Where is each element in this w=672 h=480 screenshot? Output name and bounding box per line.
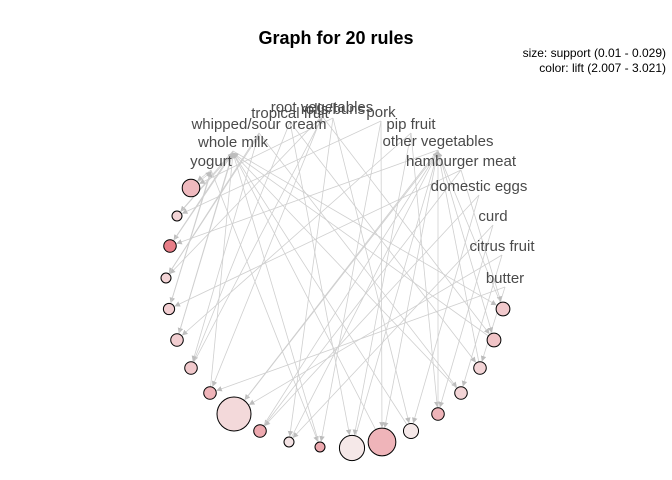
edge-rule-to-item [176, 152, 234, 217]
edge-item-to-rule [382, 149, 439, 428]
edge-item-to-rule [410, 132, 440, 408]
edge-rule-to-item [232, 152, 495, 341]
rule-node-13 [338, 434, 366, 462]
edge-item-to-rule [480, 286, 506, 362]
edge-item-to-rule [180, 150, 234, 212]
edge-rule-to-item [259, 151, 439, 432]
edge-rule-to-item [168, 171, 213, 310]
edge-item-to-rule [461, 254, 503, 387]
edge-rule-to-item [233, 151, 439, 415]
item-label: tropical fruit [251, 105, 329, 122]
edge-rule-to-item [436, 151, 481, 369]
item-label: curd [478, 208, 507, 225]
edge-rule-to-item [169, 152, 234, 247]
item-label: whole milk [197, 134, 269, 151]
legend-size: size: support (0.01 - 0.029) [522, 46, 666, 60]
item-label: citrus fruit [469, 238, 535, 255]
edge-item-to-rule [176, 149, 439, 245]
rule-node-18 [473, 361, 487, 375]
edge-item-to-rule [181, 132, 412, 336]
edges-layer [165, 115, 506, 449]
rule-node-19 [486, 332, 502, 348]
edge-rule-to-item [165, 134, 260, 279]
edge-rule-to-item [232, 152, 462, 394]
edge-item-to-rule [332, 117, 411, 424]
item-label: butter [486, 270, 524, 287]
edge-item-to-rule [412, 194, 480, 424]
rule-node-8 [203, 386, 217, 400]
rule-node-14 [367, 427, 397, 457]
edge-item-to-rule [460, 169, 502, 302]
rule-node-5 [162, 302, 176, 316]
edge-item-to-rule [211, 115, 323, 387]
edge-rule-to-item [232, 152, 412, 432]
edge-item-to-rule [289, 121, 476, 363]
edge-item-to-rule [192, 121, 291, 362]
edge-item-to-rule [437, 149, 494, 333]
edge-item-to-rule [248, 254, 503, 405]
edge-item-to-rule [232, 150, 497, 306]
edge-item-to-rule [287, 117, 334, 437]
legend-color: color: lift (2.007 - 3.021) [539, 61, 666, 75]
edge-rule-to-item [232, 152, 383, 443]
edge-item-to-rule [264, 169, 462, 426]
edge-rule-to-item [437, 151, 504, 310]
edge-item-to-rule [292, 224, 494, 438]
rule-node-15 [402, 422, 420, 440]
item-label: root vegetables [271, 99, 374, 116]
rule-nodes-layer [160, 178, 511, 462]
edge-rule-to-item [209, 152, 236, 394]
rule-node-7 [184, 361, 198, 375]
item-label: pork [366, 104, 396, 121]
rule-node-3 [163, 239, 177, 253]
item-label: yogurt [190, 153, 233, 170]
rule-node-2 [171, 210, 183, 222]
edge-item-to-rule [352, 132, 412, 436]
edge-rule-to-item [190, 117, 323, 369]
item-label: rolls/buns [301, 101, 365, 118]
edge-item-to-rule [379, 120, 385, 428]
rule-node-1 [181, 178, 201, 198]
edge-rule-to-item [176, 152, 235, 341]
rule-node-6 [170, 333, 184, 347]
edge-item-to-rule [181, 120, 382, 214]
edge-item-to-rule [174, 169, 462, 307]
rule-node-10 [253, 424, 267, 438]
edge-item-to-rule [169, 115, 323, 275]
rule-node-12 [314, 441, 326, 453]
edge-item-to-rule [216, 286, 506, 392]
rule-node-20 [495, 301, 511, 317]
edge-rule-to-item [351, 151, 440, 449]
edge-item-to-rule [289, 121, 352, 436]
rule-node-16 [431, 407, 445, 421]
legend: size: support (0.01 - 0.029) color: lift… [523, 46, 666, 76]
rule-node-11 [283, 436, 295, 448]
item-label: pip fruit [386, 116, 436, 133]
edge-item-to-rule [264, 194, 480, 427]
item-label: domestic eggs [431, 178, 528, 195]
item-label: whipped/sour cream [190, 116, 326, 133]
edge-rule-to-item [231, 152, 321, 448]
rule-node-9 [216, 396, 252, 432]
edge-item-to-rule [199, 117, 334, 184]
edge-item-to-rule [210, 169, 319, 442]
edge-item-to-rule [321, 115, 490, 335]
edge-rule-to-item [288, 151, 439, 443]
rule-node-4 [160, 272, 172, 284]
rule-node-17 [454, 386, 468, 400]
item-label: hamburger meat [406, 153, 517, 170]
edge-item-to-rule [191, 132, 260, 362]
item-label: other vegetables [383, 133, 494, 150]
graph-title: Graph for 20 rules [258, 28, 414, 48]
